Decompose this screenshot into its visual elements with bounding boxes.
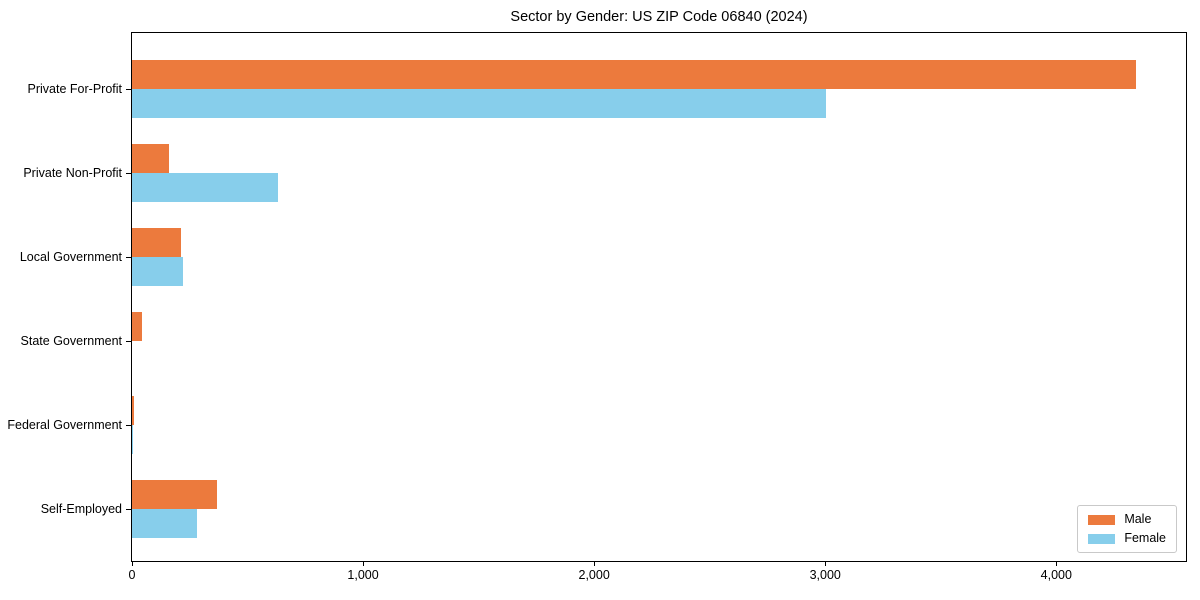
x-tick-label-4: 4,000 — [1040, 568, 1072, 582]
y-tick-label-0: Private For-Profit — [27, 82, 122, 96]
y-tick-1 — [126, 172, 131, 174]
x-tick-label-1: 1,000 — [347, 568, 379, 582]
y-tick-label-3: State Government — [20, 334, 122, 348]
bar-female-2 — [132, 257, 183, 286]
x-tick-0 — [132, 561, 133, 566]
legend-label-female: Female — [1124, 531, 1166, 545]
y-tick-label-2: Local Government — [19, 250, 122, 264]
x-tick-label-0: 0 — [128, 568, 136, 582]
legend-swatch-female-icon — [1088, 533, 1116, 544]
y-tick-4 — [126, 424, 131, 426]
bar-male-5 — [132, 480, 217, 509]
bar-male-3 — [132, 312, 142, 341]
x-tick-3 — [824, 561, 826, 566]
plot-area: Private For-Profit Private Non-Profit Loca… — [7, 32, 1187, 582]
y-tick-0 — [126, 88, 131, 90]
y-tick-label-4: Federal Government — [7, 418, 122, 432]
chart-title: Sector by Gender: US ZIP Code 06840 (202… — [510, 9, 808, 25]
bar-male-1 — [132, 144, 169, 173]
bar-female-5 — [132, 509, 197, 538]
bar-male-0 — [132, 60, 1136, 89]
y-tick-2 — [126, 256, 131, 258]
x-tick-4 — [1055, 561, 1057, 566]
legend-swatch-male-icon — [1088, 514, 1116, 525]
y-tick-5 — [126, 508, 131, 510]
x-tick-1 — [362, 561, 364, 566]
bar-male-4 — [132, 396, 134, 425]
x-tick-label-3: 3,000 — [809, 568, 841, 582]
x-tick-2 — [593, 561, 595, 566]
y-tick-label-5: Self-Employed — [40, 502, 122, 516]
legend: Male Female — [1077, 505, 1177, 553]
legend-label-male: Male — [1124, 512, 1152, 526]
bar-female-0 — [132, 89, 826, 118]
legend-entry-female: Female — [1088, 532, 1166, 545]
y-tick-label-1: Private Non-Profit — [23, 166, 122, 180]
legend-entry-male: Male — [1088, 513, 1166, 526]
y-tick-3 — [126, 340, 131, 342]
bar-female-4 — [132, 425, 133, 454]
bar-male-2 — [132, 228, 181, 257]
bar-female-1 — [132, 173, 278, 202]
x-tick-label-2: 2,000 — [578, 568, 610, 582]
